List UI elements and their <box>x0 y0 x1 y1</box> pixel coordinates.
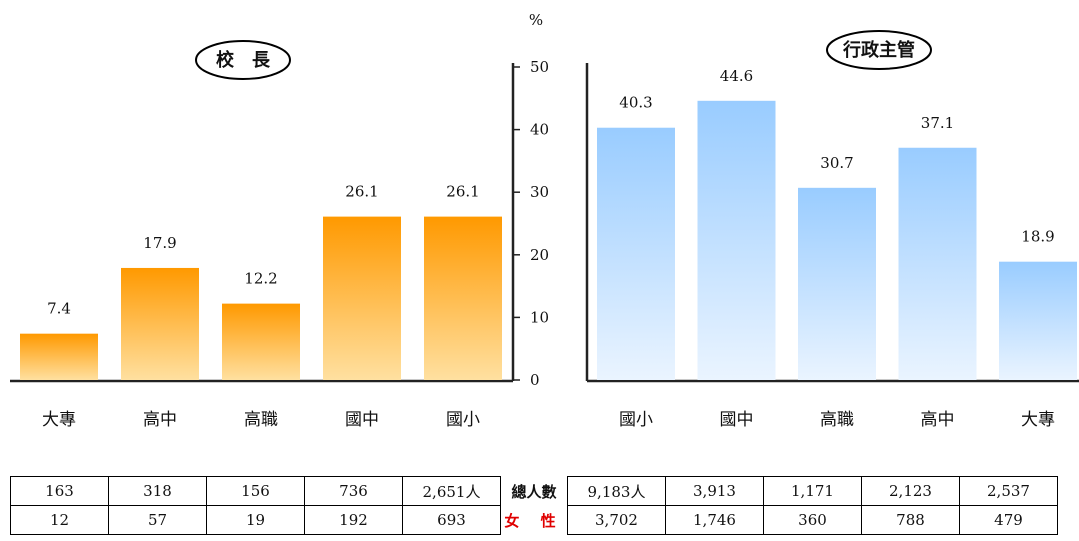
table-cell: 12 <box>10 505 109 535</box>
y-tick-label: 20 <box>530 246 549 264</box>
principal-category-label: 國中 <box>345 410 379 430</box>
principal-bar <box>20 333 98 380</box>
y-tick-label: 40 <box>530 121 549 139</box>
table-cell: 2,123 <box>861 476 960 506</box>
table-cell: 3,913 <box>665 476 764 506</box>
table-row-female: 12 57 19 192 693 女 性 3,702 1,746 360 788… <box>10 505 1058 535</box>
table-cell: 156 <box>206 476 305 506</box>
education-bar-charts: 校 長 行政主管 % 0 10 20 30 40 50 7.4 大專 17.9 高中 12.2 高職… <box>10 11 1079 430</box>
table-cell: 1,746 <box>665 505 764 535</box>
admin-bars: 40.3 國小 44.6 國中 30.7 高職 37.1 高中 18.9 大專 <box>597 67 1077 430</box>
y-axis-unit: % <box>529 11 543 29</box>
principal-bar <box>323 216 401 380</box>
table-cell: 318 <box>108 476 207 506</box>
table-cell: 479 <box>959 505 1058 535</box>
admin-category-label: 國中 <box>720 410 754 430</box>
table-cell: 2,651人 <box>402 476 501 506</box>
admin-category-label: 大專 <box>1021 410 1055 430</box>
principal-category-label: 高職 <box>244 410 278 430</box>
y-tick-label: 10 <box>530 308 549 326</box>
admin-value-label: 18.9 <box>1021 228 1054 246</box>
y-axis-ticks: 0 10 20 30 40 50 <box>513 58 549 389</box>
principal-category-label: 大專 <box>42 410 76 430</box>
total-label: 總人數 <box>511 482 557 501</box>
table-cell: 9,183人 <box>567 476 666 506</box>
admin-bar <box>798 187 876 380</box>
admin-value-label: 40.3 <box>619 94 652 112</box>
principal-value-label: 17.9 <box>143 234 176 252</box>
table-cell: 3,702 <box>567 505 666 535</box>
table-cell: 693 <box>402 505 501 535</box>
principal-chart-title: 校 長 <box>195 40 291 80</box>
principal-title-text: 校 長 <box>216 49 271 71</box>
principal-value-label: 26.1 <box>446 183 479 201</box>
principal-category-label: 國小 <box>446 410 480 430</box>
principal-bar <box>424 216 502 380</box>
table-cell: 788 <box>861 505 960 535</box>
admin-bar <box>898 147 977 380</box>
admin-bar <box>597 127 675 380</box>
table-cell: 163 <box>10 476 109 506</box>
table-cell: 360 <box>763 505 862 535</box>
table-cell: 192 <box>304 505 403 535</box>
admin-bar <box>697 100 776 380</box>
y-tick-label: 0 <box>530 371 540 389</box>
admin-value-label: 30.7 <box>820 154 853 172</box>
admin-title-text: 行政主管 <box>842 39 915 61</box>
admin-value-label: 44.6 <box>720 67 753 85</box>
admin-bar <box>999 261 1077 380</box>
admin-value-label: 37.1 <box>921 114 954 132</box>
table-cell: 736 <box>304 476 403 506</box>
y-tick-label: 50 <box>530 58 549 76</box>
admin-category-label: 高職 <box>820 410 854 430</box>
admin-category-label: 高中 <box>921 410 955 430</box>
principal-value-label: 7.4 <box>47 300 71 318</box>
principal-bar <box>121 267 199 380</box>
principal-value-label: 12.2 <box>244 270 277 288</box>
principal-value-label: 26.1 <box>345 183 378 201</box>
principal-bar <box>222 303 300 380</box>
table-cell: 1,171 <box>763 476 862 506</box>
principal-bars: 7.4 大專 17.9 高中 12.2 高職 26.1 國中 26.1 國小 <box>20 183 502 430</box>
table-cell: 57 <box>108 505 207 535</box>
admin-chart-title: 行政主管 <box>826 30 932 70</box>
stats-table: 163 318 156 736 2,651人 總人數 9,183人 3,913 … <box>10 476 1058 535</box>
table-cell: 2,537 <box>959 476 1058 506</box>
table-row-total: 163 318 156 736 2,651人 總人數 9,183人 3,913 … <box>10 476 1058 506</box>
female-label: 女 性 <box>504 511 564 530</box>
admin-category-label: 國小 <box>619 410 653 430</box>
principal-category-label: 高中 <box>143 410 177 430</box>
y-tick-label: 30 <box>530 183 549 201</box>
table-cell: 19 <box>206 505 305 535</box>
